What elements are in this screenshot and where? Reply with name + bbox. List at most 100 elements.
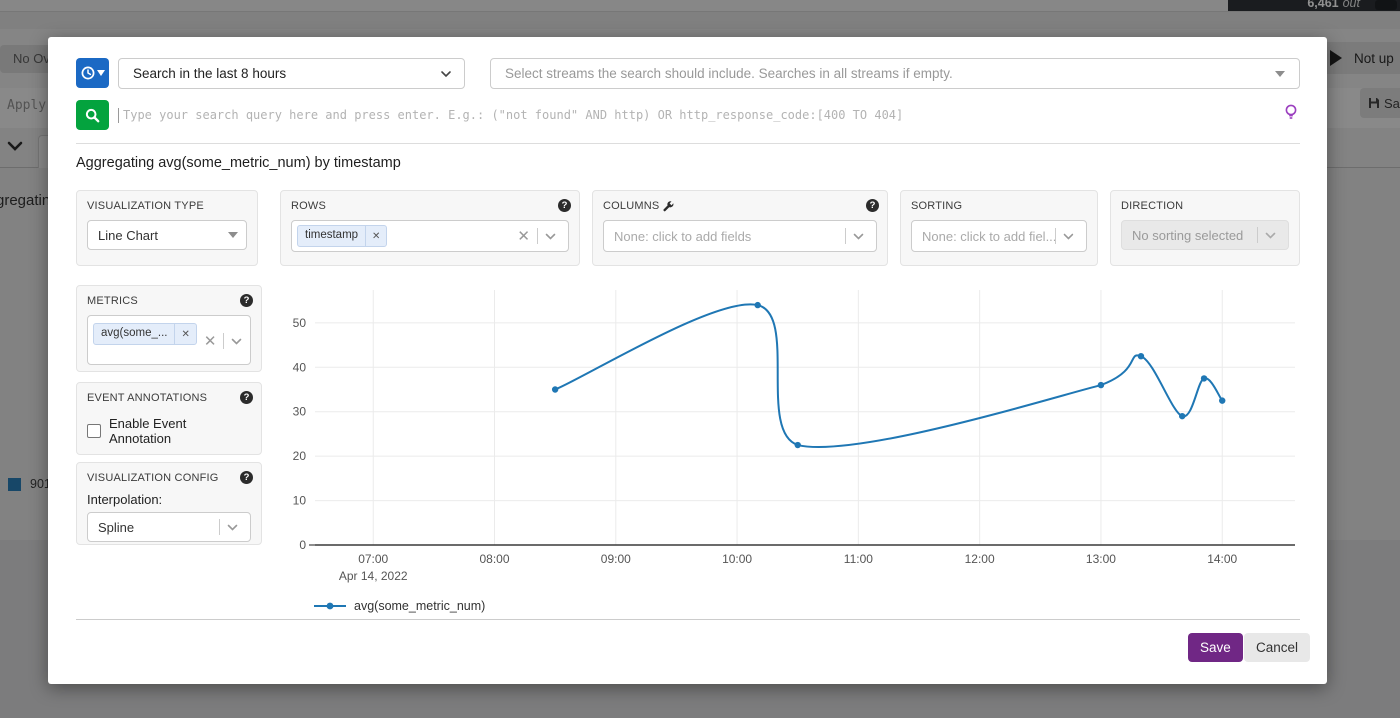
timerange-value: Search in the last 8 hours <box>133 66 287 81</box>
divider <box>1055 228 1057 244</box>
query-input[interactable]: Type your search query here and press en… <box>118 100 1268 130</box>
divider <box>223 333 225 349</box>
background-refresh-control[interactable]: Not up <box>1320 42 1400 74</box>
visualization-type-panel: VISUALIZATION TYPE Line Chart <box>76 190 258 266</box>
svg-text:Apr 14, 2022: Apr 14, 2022 <box>339 569 408 583</box>
help-icon[interactable]: ? <box>866 199 879 212</box>
save-button[interactable]: Save <box>1188 633 1243 662</box>
panel-label: METRICS <box>87 295 138 307</box>
svg-text:08:00: 08:00 <box>479 552 509 566</box>
help-icon[interactable]: ? <box>558 199 571 212</box>
wrench-icon[interactable] <box>663 200 674 212</box>
interpolation-label: Interpolation: <box>87 492 163 507</box>
dropdown-caret-icon <box>1275 70 1285 77</box>
background-navbar: 6,461 out <box>0 0 1400 11</box>
clear-icon[interactable]: ✕ <box>517 227 530 245</box>
streams-select[interactable]: Select streams the search should include… <box>490 58 1300 89</box>
lightbulb-icon[interactable] <box>1283 103 1299 121</box>
background-subnav <box>0 11 1400 29</box>
background-heading-fragment: gregating <box>0 192 59 209</box>
columns-placeholder: None: click to add fields <box>614 228 752 244</box>
throughput-text: 6,461 out <box>1307 0 1360 10</box>
interpolation-select[interactable]: Spline <box>87 512 251 542</box>
metrics-panel: METRICS ? avg(some_... ✕ ✕ <box>76 285 262 372</box>
timerange-type-button[interactable] <box>76 58 109 88</box>
panel-label: VISUALIZATION CONFIG <box>87 472 219 484</box>
chevron-down-icon[interactable] <box>231 338 242 345</box>
metrics-field-select[interactable]: avg(some_... ✕ ✕ <box>87 315 251 365</box>
play-icon <box>1330 50 1342 66</box>
clock-icon <box>81 66 94 80</box>
aggregation-heading: Aggregating avg(some_metric_num) by time… <box>76 155 401 171</box>
columns-field-select[interactable]: None: click to add fields <box>603 220 877 252</box>
help-icon[interactable]: ? <box>240 391 253 404</box>
throughput-value: 6,461 <box>1307 0 1339 10</box>
visualization-type-value: Line Chart <box>98 227 158 243</box>
svg-text:10:00: 10:00 <box>722 552 752 566</box>
svg-text:20: 20 <box>293 449 307 463</box>
text-caret <box>118 107 119 123</box>
svg-text:07:00: 07:00 <box>358 552 388 566</box>
help-icon[interactable]: ? <box>240 294 253 307</box>
svg-text:14:00: 14:00 <box>1207 552 1237 566</box>
search-button[interactable] <box>76 100 109 130</box>
metric-chip-label: avg(some_... <box>101 327 168 339</box>
throughput-unit: out <box>1342 0 1360 10</box>
svg-text:50: 50 <box>293 316 307 330</box>
help-icon[interactable]: ? <box>240 471 253 484</box>
visualization-config-panel: VISUALIZATION CONFIG ? Interpolation: Sp… <box>76 462 262 545</box>
svg-text:30: 30 <box>293 405 307 419</box>
divider <box>845 228 846 244</box>
cancel-button[interactable]: Cancel <box>1244 633 1311 662</box>
sorting-field-select[interactable]: None: click to add fiel... <box>911 220 1087 252</box>
panel-label: ROWS <box>291 200 327 212</box>
remove-chip-icon[interactable]: ✕ <box>365 226 386 246</box>
chart-legend[interactable]: avg(some_metric_num) <box>313 599 485 613</box>
edit-widget-modal: Search in the last 8 hours Select stream… <box>48 37 1327 684</box>
streams-placeholder: Select streams the search should include… <box>505 66 953 81</box>
divider <box>537 228 538 244</box>
direction-value: No sorting selected <box>1132 227 1244 243</box>
user-menu-icon[interactable] <box>1375 0 1397 10</box>
chevron-down-icon[interactable] <box>6 140 24 152</box>
svg-text:09:00: 09:00 <box>601 552 631 566</box>
chevron-down-icon[interactable] <box>227 524 238 531</box>
background-legend-text: 901 <box>30 477 51 491</box>
background-legend-swatch <box>8 478 21 491</box>
remove-chip-icon[interactable]: ✕ <box>174 324 195 344</box>
svg-text:40: 40 <box>293 360 307 374</box>
panel-label: SORTING <box>911 200 963 212</box>
query-placeholder: Type your search query here and press en… <box>123 108 904 122</box>
chevron-down-icon <box>441 70 451 77</box>
panel-label: DIRECTION <box>1121 200 1184 212</box>
visualization-type-select[interactable]: Line Chart <box>87 220 247 250</box>
chevron-down-icon <box>1265 232 1276 239</box>
aggregation-line-chart: 07:00 08:00 09:00 10:00 11:00 12:00 13:00 14:00… <box>293 290 1295 583</box>
metric-chip: avg(some_... ✕ <box>93 323 197 345</box>
event-annotations-panel: EVENT ANNOTATIONS ? Enable Event Annotat… <box>76 382 262 455</box>
rows-field-select[interactable]: timestamp ✕ ✕ <box>291 220 569 252</box>
svg-text:11:00: 11:00 <box>844 552 873 566</box>
direction-panel: DIRECTION No sorting selected <box>1110 190 1300 266</box>
timerange-select[interactable]: Search in the last 8 hours <box>118 58 465 89</box>
divider <box>219 519 220 535</box>
svg-text:0: 0 <box>299 538 306 552</box>
search-icon <box>85 108 100 122</box>
divider <box>1257 227 1258 243</box>
svg-text:10: 10 <box>293 494 307 508</box>
divider <box>76 619 1300 620</box>
divider <box>76 143 1300 144</box>
panel-label: EVENT ANNOTATIONS <box>87 392 208 404</box>
panel-label: COLUMNS <box>603 200 660 212</box>
clear-icon[interactable]: ✕ <box>203 332 217 350</box>
chevron-down-icon[interactable] <box>1063 233 1074 240</box>
chevron-down-icon[interactable] <box>545 233 556 240</box>
background-save-label: Sa <box>1384 95 1400 111</box>
save-disk-icon <box>1369 98 1379 108</box>
chevron-down-icon[interactable] <box>853 233 864 240</box>
sorting-panel: SORTING None: click to add fiel... <box>900 190 1098 266</box>
enable-annotation-checkbox[interactable] <box>87 424 101 438</box>
columns-panel: COLUMNS ? None: click to add fields <box>592 190 888 266</box>
background-save-button[interactable]: Sa <box>1360 88 1400 118</box>
checkbox-label: Enable Event Annotation <box>108 416 187 446</box>
